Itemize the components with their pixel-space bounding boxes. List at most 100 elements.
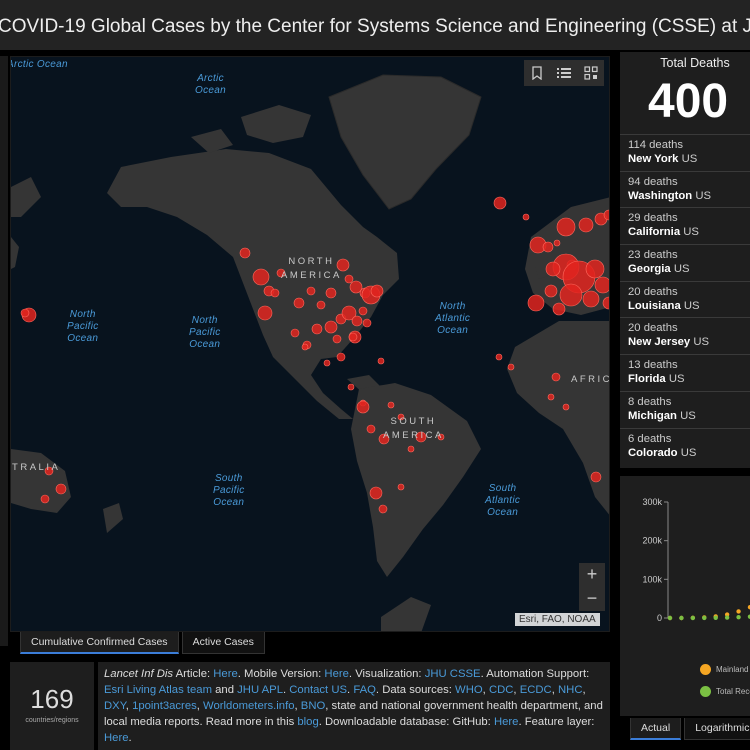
case-marker[interactable] — [507, 363, 515, 371]
case-marker[interactable] — [578, 217, 594, 233]
source-link-nhc[interactable]: NHC — [558, 684, 583, 696]
case-marker[interactable] — [257, 305, 273, 321]
deaths-list-item[interactable]: 29 deaths California US — [620, 207, 750, 244]
case-marker[interactable] — [332, 334, 342, 344]
case-marker[interactable] — [522, 213, 530, 221]
case-marker[interactable] — [437, 433, 445, 441]
deaths-list-item[interactable]: 8 deaths Michigan US — [620, 390, 750, 428]
source-link-dxy[interactable]: DXY — [104, 700, 126, 712]
case-marker[interactable] — [290, 328, 300, 338]
case-marker[interactable] — [547, 393, 555, 401]
case-marker[interactable] — [306, 286, 316, 296]
mobile-version-link[interactable]: Here — [324, 668, 349, 680]
source-link-who[interactable]: WHO — [455, 684, 483, 696]
case-marker[interactable] — [336, 258, 350, 272]
case-marker[interactable] — [336, 352, 346, 362]
case-marker[interactable] — [553, 239, 561, 247]
deaths-list-item[interactable]: 23 deaths Georgia US — [620, 244, 750, 281]
case-marker[interactable] — [493, 196, 507, 210]
case-marker[interactable] — [545, 261, 561, 277]
data-point[interactable] — [679, 615, 684, 621]
case-marker[interactable] — [407, 445, 415, 453]
case-marker[interactable] — [316, 300, 326, 310]
case-marker[interactable] — [55, 483, 67, 495]
case-marker[interactable] — [378, 433, 390, 445]
deaths-list-item[interactable]: 94 deaths Washington US — [620, 170, 750, 208]
jhu-csse-link[interactable]: JHU CSSE — [424, 668, 481, 680]
case-marker[interactable] — [582, 290, 600, 308]
list-icon[interactable] — [556, 65, 572, 81]
data-point[interactable] — [736, 614, 741, 620]
case-marker[interactable] — [387, 401, 395, 409]
article-link[interactable]: Here — [213, 668, 238, 680]
case-marker[interactable] — [366, 424, 376, 434]
case-marker[interactable] — [527, 294, 545, 312]
case-marker[interactable] — [293, 297, 305, 309]
case-marker[interactable] — [378, 504, 388, 514]
esri-team-link[interactable]: Esri Living Atlas team — [104, 684, 212, 696]
case-marker[interactable] — [552, 302, 566, 316]
tab-active-cases[interactable]: Active Cases — [181, 632, 265, 654]
deaths-list-item[interactable]: 6 deaths Colorado US — [620, 427, 750, 465]
data-point[interactable] — [690, 615, 696, 621]
case-marker[interactable] — [551, 372, 561, 382]
deaths-list-item[interactable]: 13 deaths Florida US — [620, 354, 750, 391]
case-marker[interactable] — [544, 284, 558, 298]
case-marker[interactable] — [252, 268, 270, 286]
tab-actual[interactable]: Actual — [630, 718, 682, 740]
case-marker[interactable] — [369, 486, 383, 500]
world-map[interactable]: Arctic Ocean Arctic Ocean North Pacific … — [10, 56, 610, 632]
case-marker[interactable] — [356, 400, 370, 414]
zoom-out-button[interactable]: − — [586, 588, 598, 608]
case-marker[interactable] — [594, 276, 610, 294]
deaths-list-item[interactable]: 114 deaths New York US — [620, 134, 750, 171]
case-marker[interactable] — [44, 466, 54, 476]
source-link-ecdc[interactable]: ECDC — [519, 684, 552, 696]
qr-code-icon[interactable] — [583, 65, 599, 81]
github-link[interactable]: Here — [493, 716, 519, 728]
case-marker[interactable] — [358, 306, 368, 316]
data-point[interactable] — [667, 615, 673, 621]
case-marker[interactable] — [603, 209, 610, 221]
case-marker[interactable] — [20, 308, 30, 318]
case-marker[interactable] — [347, 383, 355, 391]
case-marker[interactable] — [311, 323, 323, 335]
tab-cumulative-confirmed[interactable]: Cumulative Confirmed Cases — [20, 632, 179, 654]
case-marker[interactable] — [495, 353, 503, 361]
blog-link[interactable]: blog — [297, 716, 319, 728]
case-marker[interactable] — [301, 343, 309, 351]
source-link-1point3acres[interactable]: 1point3acres — [132, 700, 197, 712]
case-marker[interactable] — [351, 315, 363, 327]
case-marker[interactable] — [542, 241, 554, 253]
case-marker[interactable] — [377, 357, 385, 365]
tab-logarithmic[interactable]: Logarithmic — [684, 718, 750, 740]
case-marker[interactable] — [239, 247, 251, 259]
case-marker[interactable] — [276, 268, 286, 278]
feature-layer-link[interactable]: Here — [104, 732, 129, 744]
data-point[interactable] — [736, 609, 741, 614]
jhu-apl-link[interactable]: JHU APL — [237, 684, 283, 696]
data-point[interactable] — [713, 615, 718, 620]
case-marker[interactable] — [270, 288, 280, 298]
zoom-in-button[interactable]: + — [586, 564, 598, 584]
case-marker[interactable] — [602, 296, 610, 310]
faq-link[interactable]: FAQ — [353, 684, 376, 696]
data-point[interactable] — [702, 615, 707, 621]
case-marker[interactable] — [397, 483, 405, 491]
case-marker[interactable] — [341, 305, 357, 321]
data-point[interactable] — [747, 604, 750, 610]
case-marker[interactable] — [344, 274, 354, 284]
data-point[interactable] — [724, 612, 730, 617]
case-marker[interactable] — [348, 332, 358, 342]
bookmark-icon[interactable] — [529, 65, 545, 81]
contact-us-link[interactable]: Contact US — [289, 684, 348, 696]
case-marker[interactable] — [562, 403, 570, 411]
case-marker[interactable] — [324, 320, 338, 334]
source-link-bno[interactable]: BNO — [300, 700, 326, 712]
source-link-cdc[interactable]: CDC — [488, 684, 514, 696]
case-marker[interactable] — [556, 217, 576, 237]
case-marker[interactable] — [362, 318, 372, 328]
case-marker[interactable] — [325, 287, 337, 299]
deaths-list-item[interactable]: 20 deaths New Jersey US — [620, 317, 750, 354]
case-marker[interactable] — [323, 359, 331, 367]
